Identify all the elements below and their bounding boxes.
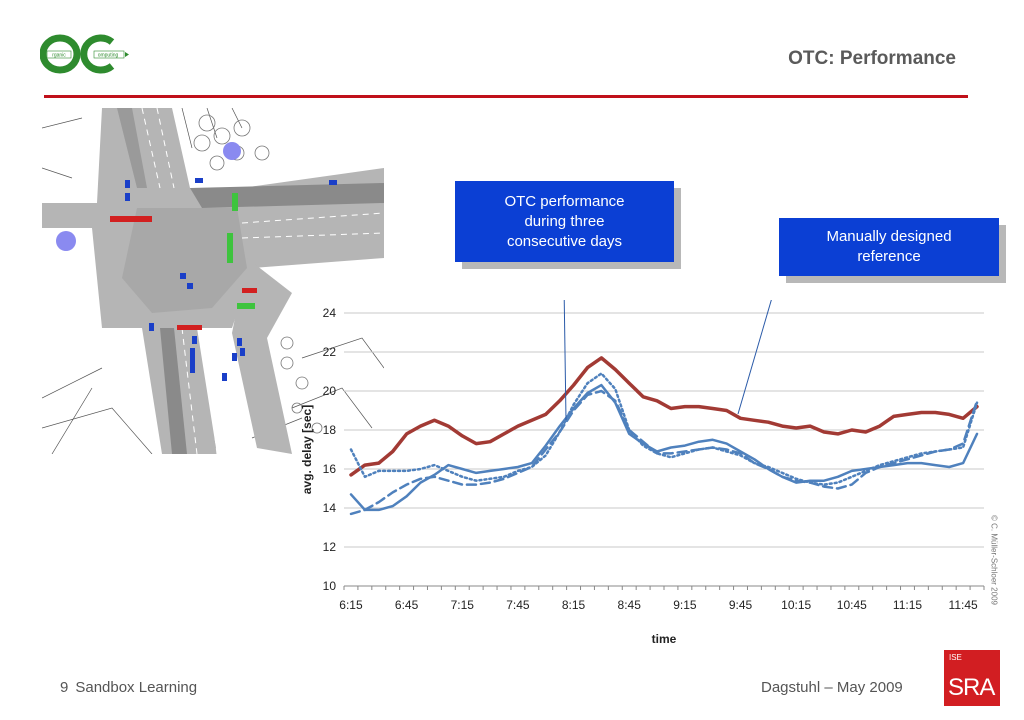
series-line-dotted (349, 372, 979, 486)
x-tick-label: 9:45 (729, 598, 753, 612)
manual-callout-text: Manually designed reference (826, 228, 952, 265)
x-tick-label: 6:45 (395, 598, 419, 612)
series-line-dashed (349, 389, 979, 516)
x-tick-label: 11:15 (893, 598, 922, 612)
x-tick-label: 7:45 (506, 598, 530, 612)
organic-computing-logo: rganic omputing (40, 34, 129, 74)
y-tick-label: 12 (323, 540, 337, 554)
header-divider (44, 95, 968, 98)
intersection-map-image (42, 108, 384, 454)
series-line-solid-thick (349, 356, 979, 477)
x-tick-label: 7:15 (451, 598, 475, 612)
x-tick-label: 6:15 (339, 598, 363, 612)
otc-callout-text: OTC performance during three consecutive… (504, 192, 625, 250)
footer-event: Dagstuhl – May 2009 (761, 679, 903, 696)
sra-logo-top: ISE (949, 653, 962, 662)
y-tick-label: 16 (323, 462, 337, 476)
avg-delay-chart: 10 12 14 16 18 20 22 24 6:15 6:45 7:15 7:45 8:15 8:45… (300, 300, 985, 646)
y-tick-label: 14 (323, 501, 337, 515)
svg-text:rganic: rganic (52, 53, 66, 59)
x-axis-label: time (652, 632, 677, 646)
page-number: 9 (60, 679, 69, 696)
x-tick-label: 10:15 (781, 598, 811, 612)
svg-text:omputing: omputing (98, 53, 119, 59)
y-tick-label: 22 (323, 345, 337, 359)
x-tick-label: 10:45 (837, 598, 867, 612)
x-tick-label: 11:45 (949, 598, 978, 612)
otc-callout-pointer (563, 300, 567, 421)
manual-callout-pointer (737, 300, 772, 415)
otc-performance-callout: OTC performance during three consecutive… (455, 181, 674, 262)
copyright-text: © C. Müller-Schloer 2009 (989, 515, 999, 605)
x-tick-label: 8:45 (618, 598, 642, 612)
page-title: OTC: Performance (788, 48, 956, 69)
y-tick-label: 20 (323, 384, 337, 398)
y-tick-label: 10 (323, 579, 337, 593)
y-tick-label: 24 (323, 306, 337, 320)
copyright-note: © C. Müller-Schloer 2009 (987, 497, 1001, 623)
manual-reference-callout: Manually designed reference (779, 218, 999, 276)
footer-left: 9 Sandbox Learning (60, 679, 197, 696)
x-tick-label: 9:15 (673, 598, 697, 612)
y-tick-label: 18 (323, 423, 337, 437)
x-tick-label: 8:15 (562, 598, 586, 612)
section-name: Sandbox Learning (75, 679, 198, 696)
sra-logo: ISE SRA (944, 650, 1000, 706)
sra-logo-main: SRA (948, 674, 995, 701)
y-axis-label: avg. delay [sec] (300, 405, 314, 494)
